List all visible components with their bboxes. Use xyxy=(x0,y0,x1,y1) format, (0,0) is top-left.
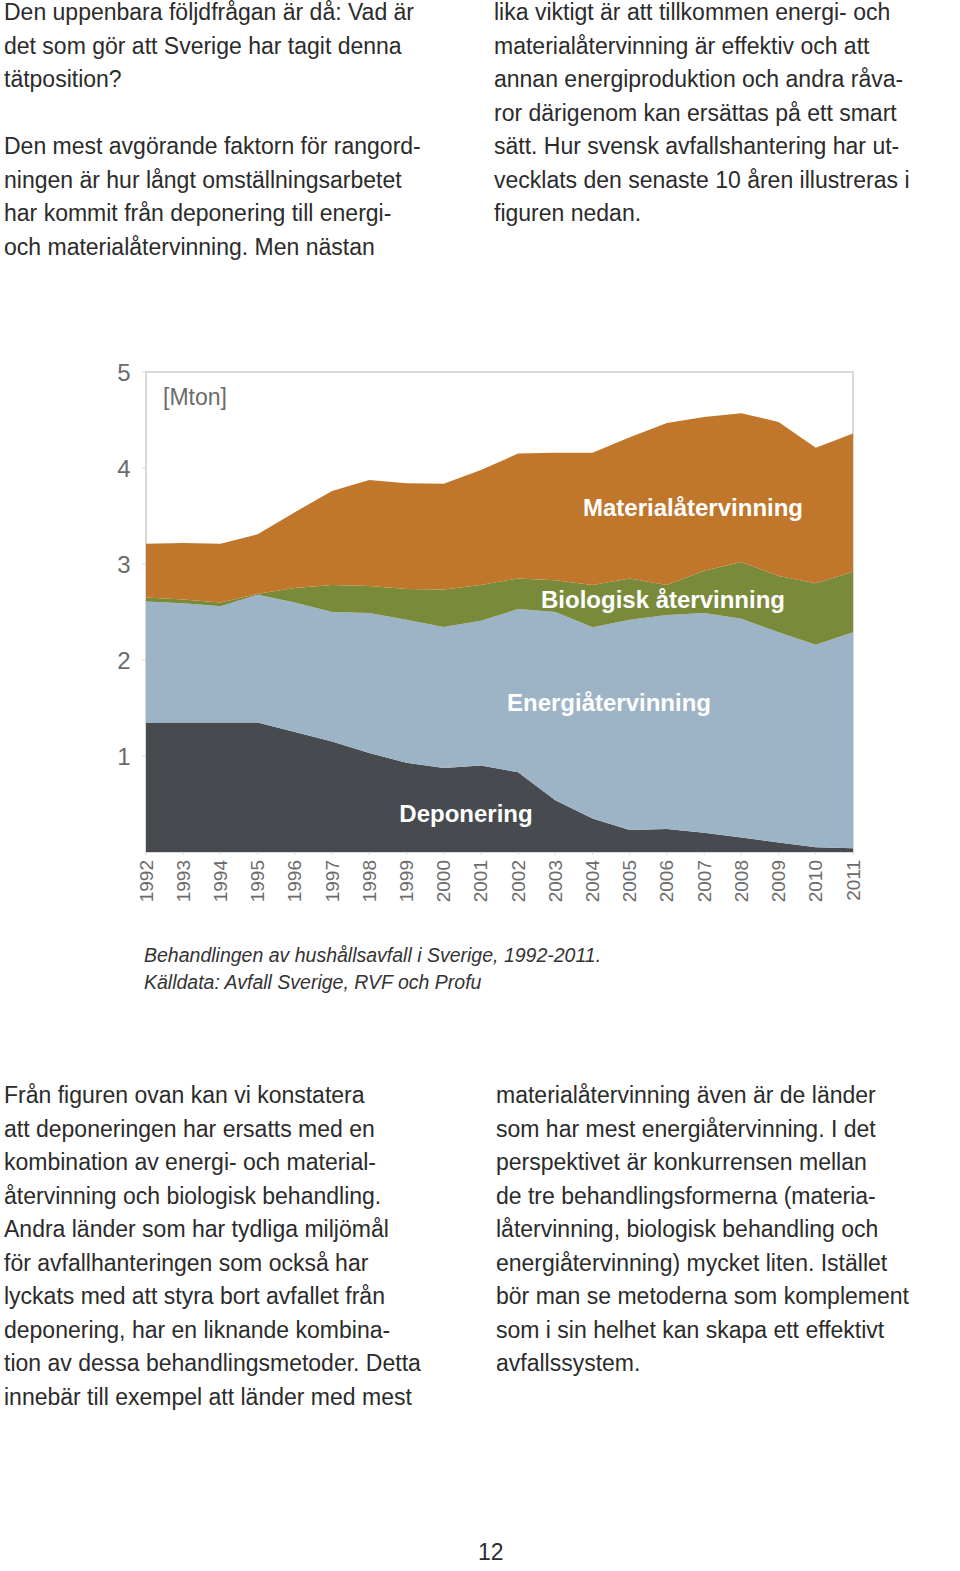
x-tick xyxy=(369,852,370,855)
x-tick xyxy=(555,852,556,855)
text-line: som har mest energiåtervinning. I det xyxy=(496,1113,876,1147)
x-tick xyxy=(332,852,333,855)
text-line: Från figuren ovan kan vi konstatera xyxy=(4,1079,365,1113)
y-tick xyxy=(142,660,146,661)
text-line: figuren nedan. xyxy=(494,197,641,231)
page-number: 12 xyxy=(478,1536,504,1570)
text-line: och materialåtervinning. Men nästan xyxy=(4,231,375,265)
text-line: för avfallhanteringen som också har xyxy=(4,1247,368,1281)
y-tick-label: 4 xyxy=(117,455,130,482)
y-tick-label: 2 xyxy=(117,647,130,674)
x-tick-label: 2003 xyxy=(545,860,566,902)
text-line: lyckats med att styra bort avfallet från xyxy=(4,1280,385,1314)
caption: Behandlingen av hushållsavfall i Sverige… xyxy=(144,942,601,969)
x-tick-label: 1996 xyxy=(284,860,305,902)
y-tick xyxy=(142,564,146,565)
text-line: sätt. Hur svensk avfallshantering har ut… xyxy=(494,130,899,164)
area xyxy=(146,595,853,848)
y-axis-label: [Mton] xyxy=(163,384,227,410)
text-line: återvinning och biologisk behandling. xyxy=(4,1180,381,1214)
x-tick-label: 2002 xyxy=(508,860,529,902)
text-line: Den mest avgörande faktorn för rangord- xyxy=(4,130,421,164)
text-line: vecklats den senaste 10 åren illustreras… xyxy=(494,164,910,198)
text-line: tätposition? xyxy=(4,63,122,97)
text-line: de tre behandlingsformerna (materia- xyxy=(496,1180,876,1214)
text-line: tion av dessa behandlingsmetoder. Detta xyxy=(4,1347,421,1381)
text-line: ningen är hur långt omställningsarbetet xyxy=(4,164,402,198)
x-tick xyxy=(741,852,742,855)
x-tick-label: 2006 xyxy=(656,860,677,902)
x-tick-label: 2004 xyxy=(582,860,603,903)
area xyxy=(146,413,853,602)
x-tick-label: 1998 xyxy=(359,860,380,902)
x-tick-label: 1995 xyxy=(247,860,268,902)
x-tick xyxy=(815,852,816,855)
text-line: Den uppenbara följdfrågan är då: Vad är xyxy=(4,0,414,30)
text-line: materialåtervinning är effektiv och att xyxy=(494,30,869,64)
areas xyxy=(146,413,853,852)
series-label: Biologisk återvinning xyxy=(541,586,785,613)
x-tick xyxy=(406,852,407,855)
x-tick-label: 2001 xyxy=(470,860,491,902)
y-tick-label: 1 xyxy=(117,743,130,770)
text-line: ror därigenom kan ersättas på ett smart xyxy=(494,97,897,131)
x-tick-label: 1993 xyxy=(173,860,194,902)
x-tick-label: 1994 xyxy=(210,860,231,903)
series-label: Energiåtervinning xyxy=(507,689,711,716)
x-tick-label: 2005 xyxy=(619,860,640,902)
x-tick-label: 1992 xyxy=(136,860,157,902)
text-line: perspektivet är konkurrensen mellan xyxy=(496,1146,867,1180)
text-line: avfallssystem. xyxy=(496,1347,640,1381)
x-tick xyxy=(666,852,667,855)
y-tick xyxy=(142,372,146,373)
chart: 1234519921993199419951996199719981999200… xyxy=(0,0,960,1571)
x-tick-label: 2007 xyxy=(694,860,715,902)
x-tick-label: 2008 xyxy=(731,860,752,902)
y-tick-label: 5 xyxy=(117,359,130,386)
x-tick xyxy=(294,852,295,855)
x-tick-label: 1997 xyxy=(322,860,343,902)
x-tick xyxy=(480,852,481,855)
text-line: det som gör att Sverige har tagit denna xyxy=(4,30,402,64)
x-tick xyxy=(518,852,519,855)
x-tick-label: 2010 xyxy=(805,860,826,902)
text-line: Andra länder som har tydliga miljömål xyxy=(4,1213,389,1247)
text-line: energiåtervinning) mycket liten. Iställe… xyxy=(496,1247,887,1281)
y-tick-label: 3 xyxy=(117,551,130,578)
y-tick xyxy=(142,756,146,757)
x-tick xyxy=(443,852,444,855)
text-line: innebär till exempel att länder med mest xyxy=(4,1381,412,1415)
text-line: som i sin helhet kan skapa ett effektivt xyxy=(496,1314,884,1348)
text-line: kombination av energi- och material- xyxy=(4,1146,376,1180)
text-line: annan energiproduktion och andra råva- xyxy=(494,63,903,97)
x-tick-label: 1999 xyxy=(396,860,417,902)
x-tick-label: 2000 xyxy=(433,860,454,902)
x-tick xyxy=(592,852,593,855)
x-tick xyxy=(778,852,779,855)
text-line: materialåtervinning även är de länder xyxy=(496,1079,876,1113)
series-label: Materialåtervinning xyxy=(583,494,803,521)
x-tick xyxy=(704,852,705,855)
text-line: att deponeringen har ersatts med en xyxy=(4,1113,375,1147)
x-tick xyxy=(853,852,854,855)
plot-frame xyxy=(146,372,853,852)
series-label: Deponering xyxy=(399,800,532,827)
y-tick xyxy=(142,468,146,469)
x-tick xyxy=(629,852,630,855)
text-line: lika viktigt är att tillkommen energi- o… xyxy=(494,0,890,30)
text-line: deponering, har en liknande kombina- xyxy=(4,1314,390,1348)
x-tick-label: 2009 xyxy=(768,860,789,902)
text-line: har kommit från deponering till energi- xyxy=(4,197,391,231)
x-tick xyxy=(257,852,258,855)
text-line: bör man se metoderna som komplement xyxy=(496,1280,909,1314)
x-tick xyxy=(220,852,221,855)
x-tick-label: 2011 xyxy=(843,860,864,901)
x-tick xyxy=(146,852,147,855)
caption: Källdata: Avfall Sverige, RVF och Profu xyxy=(144,969,481,996)
text-line: låtervinning, biologisk behandling och xyxy=(496,1213,878,1247)
x-tick xyxy=(183,852,184,855)
